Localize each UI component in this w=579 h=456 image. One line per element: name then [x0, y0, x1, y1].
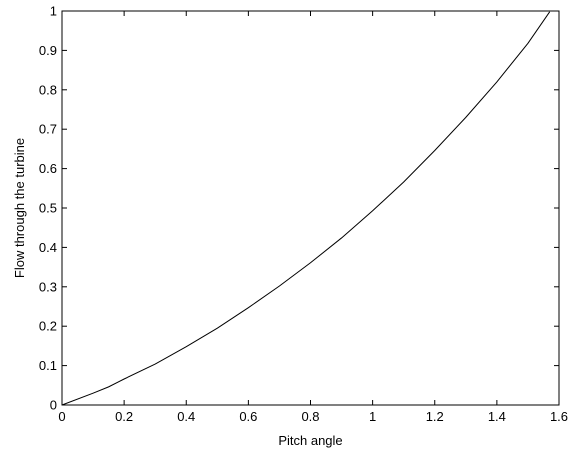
- y-axis-ticks: 0 0.1 0.2 0.3 0.4 0.5 0.6 0.7 0.8 0.9 1: [39, 4, 559, 413]
- y-tick-label: 0.3: [39, 279, 57, 294]
- x-axis-label: Pitch angle: [278, 433, 342, 448]
- x-tick-label: 0: [58, 409, 65, 424]
- x-tick-label: 1: [369, 409, 376, 424]
- x-tick-label: 1.6: [550, 409, 568, 424]
- y-tick-label: 0.1: [39, 358, 57, 373]
- axes-frame: [61, 10, 560, 406]
- x-tick-label: 0.2: [115, 409, 133, 424]
- y-tick-label: 0.9: [39, 43, 57, 58]
- x-axis-ticks: 0 0.2 0.4 0.6 0.8 1 1.2 1.4 1.6: [58, 11, 568, 424]
- y-tick-label: 0: [50, 398, 57, 413]
- y-tick-label: 0.6: [39, 161, 57, 176]
- x-tick-label: 1.2: [426, 409, 444, 424]
- y-tick-label: 1: [50, 4, 57, 19]
- x-tick-label: 0.8: [301, 409, 319, 424]
- series-line: [61, 11, 551, 406]
- x-tick-label: 0.4: [177, 409, 195, 424]
- y-tick-label: 0.5: [39, 201, 57, 216]
- y-tick-label: 0.2: [39, 319, 57, 334]
- x-tick-label: 1.4: [488, 409, 506, 424]
- y-tick-label: 0.8: [39, 82, 57, 97]
- x-tick-label: 0.6: [239, 409, 257, 424]
- plot-area: [61, 10, 560, 406]
- y-tick-label: 0.4: [39, 240, 57, 255]
- y-axis-label: Flow through the turbine: [12, 138, 27, 278]
- y-tick-label: 0.7: [39, 122, 57, 137]
